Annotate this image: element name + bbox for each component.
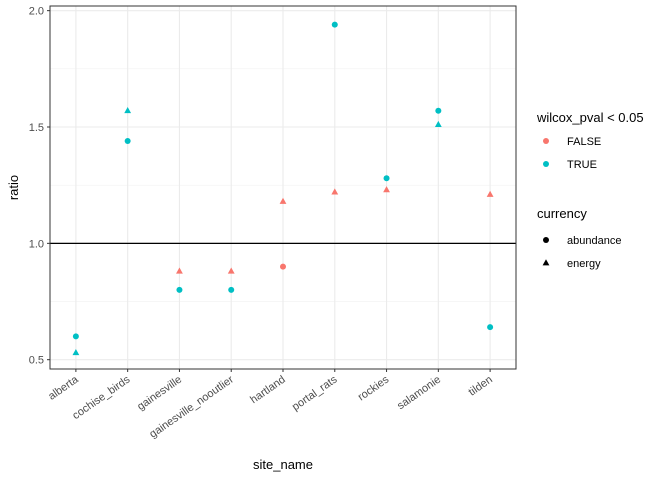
data-point-cochise_birds-energy	[124, 106, 132, 114]
x-tick-label: rockies	[356, 373, 392, 403]
data-point-gainesville_nooutlier-abundance	[228, 286, 235, 293]
x-axis-title: site_name	[253, 457, 313, 472]
y-axis-title: ratio	[6, 175, 21, 200]
legend-label-true: TRUE	[567, 159, 597, 171]
legend-label-energy: energy	[567, 258, 601, 270]
data-point-tilden-abundance	[487, 324, 494, 331]
data-point-salamonie-abundance	[435, 107, 442, 114]
y-tick-label: 2.0	[29, 6, 44, 18]
data-point-tilden-energy	[486, 190, 494, 197]
y-tick-label: 1.0	[29, 238, 44, 250]
data-point-hartland-energy	[279, 197, 287, 204]
shape-legend-items: abundance energy	[542, 235, 621, 270]
x-tick-label: cochise_birds	[70, 373, 132, 422]
shape-legend-title: currency	[537, 206, 587, 221]
data-point-gainesville-abundance	[176, 286, 183, 293]
legend-key-false	[543, 138, 549, 144]
data-point-rockies-abundance	[383, 175, 390, 182]
legend: wilcox_pval < 0.05 FALSE TRUE currency ab…	[536, 110, 644, 270]
x-tick-label: hartland	[248, 374, 287, 407]
legend-label-false: FALSE	[567, 136, 601, 148]
data-point-gainesville_nooutlier-energy	[227, 267, 235, 274]
data-point-alberta-abundance	[72, 333, 79, 340]
legend-key-abundance	[543, 237, 549, 243]
data-point-portal_rats-abundance	[331, 21, 338, 28]
legend-key-true	[543, 161, 549, 167]
data-point-gainesville-energy	[176, 267, 183, 274]
x-tick-label: gainesville_nooutlier	[147, 373, 236, 440]
y-tick-label: 1.5	[29, 122, 44, 134]
x-tick-label: tilden	[466, 374, 494, 399]
data-point-rockies-energy	[383, 186, 390, 193]
plot-area	[49, 5, 517, 370]
data-point-hartland-abundance	[280, 263, 286, 270]
y-axis: 0.5 1.0 1.5 2.0	[29, 6, 50, 367]
color-legend-items: FALSE TRUE	[543, 136, 601, 171]
color-legend-title: wilcox_pval < 0.05	[536, 110, 644, 125]
x-tick-label: portal_rats	[290, 373, 340, 413]
y-tick-label: 0.5	[29, 355, 44, 367]
data-points	[72, 21, 494, 356]
x-tick-label: salamonie	[395, 374, 443, 413]
data-point-alberta-energy	[72, 348, 80, 356]
data-point-salamonie-energy	[434, 120, 442, 128]
legend-label-abundance: abundance	[567, 235, 621, 247]
x-tick-label: gainesville	[135, 374, 184, 413]
grid-lines	[50, 6, 516, 369]
data-point-cochise_birds-abundance	[124, 137, 131, 144]
legend-key-energy	[542, 259, 550, 266]
data-point-portal_rats-energy	[331, 188, 339, 195]
x-tick-label: alberta	[46, 373, 81, 403]
